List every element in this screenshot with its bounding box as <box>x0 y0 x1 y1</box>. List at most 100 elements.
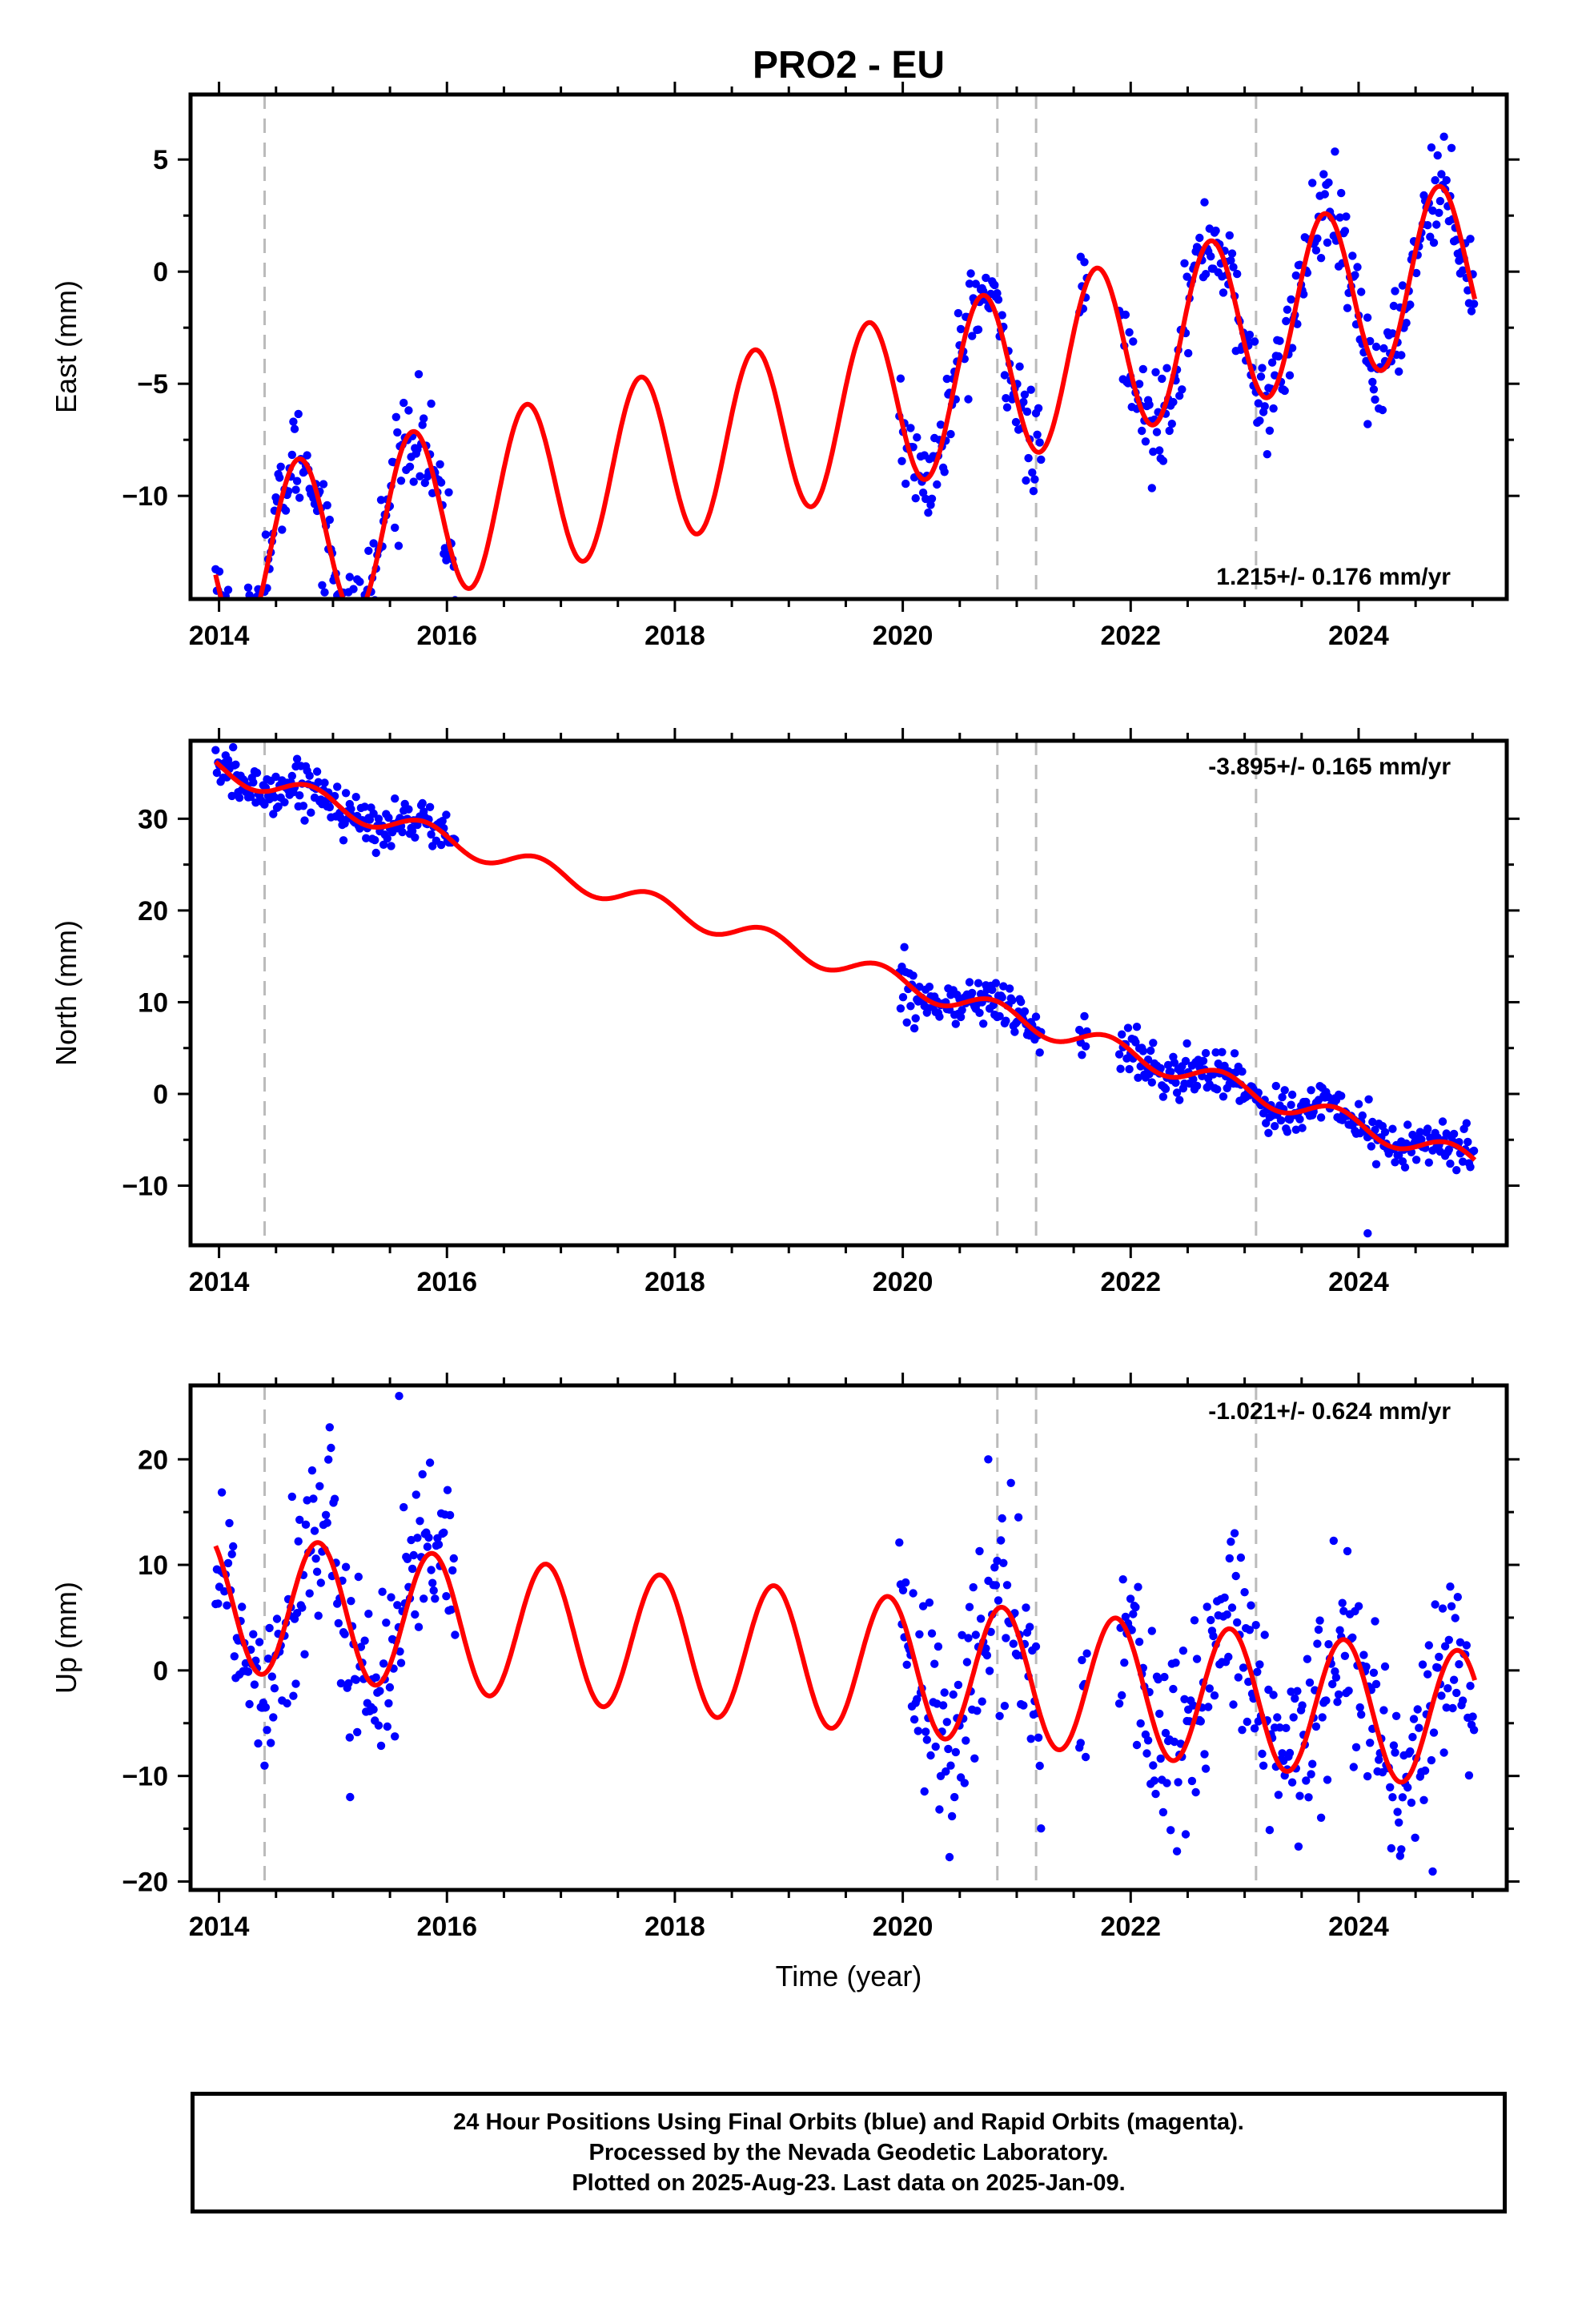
up-data-point-191 <box>451 1630 460 1639</box>
up-x-tick-label: 2024 <box>1328 1912 1389 1942</box>
east-data-point-31 <box>251 601 259 609</box>
north-data-point-277 <box>1002 1016 1010 1025</box>
east-x-tick-label: 2022 <box>1100 621 1161 651</box>
up-data-point-9 <box>223 1601 231 1610</box>
east-data-point-320 <box>1123 379 1133 388</box>
east-data-point-158 <box>409 477 418 486</box>
up-data-point-373 <box>1190 1616 1199 1625</box>
up-data-point-233 <box>946 1761 955 1770</box>
up-data-point-237 <box>951 1747 961 1757</box>
east-data-point-542 <box>1402 319 1411 328</box>
east-data-point-445 <box>1280 386 1289 396</box>
east-data-point-329 <box>1134 380 1144 388</box>
east-data-point-201 <box>906 424 915 432</box>
north-data-point-81 <box>312 767 322 776</box>
up-data-point-484 <box>1329 1536 1339 1546</box>
north-data-point-280 <box>1005 984 1014 993</box>
east-data-point-239 <box>954 308 963 318</box>
up-data-point-272 <box>995 1711 1004 1720</box>
up-data-point-582 <box>1452 1688 1461 1698</box>
east-data-point-567 <box>1433 151 1442 160</box>
east-data-point-363 <box>1178 385 1186 394</box>
north-data-point-33 <box>252 768 262 778</box>
east-data-point-396 <box>1219 288 1228 297</box>
east-data-point-382 <box>1201 270 1211 279</box>
up-data-point-119 <box>360 1636 369 1645</box>
east-data-point-494 <box>1342 212 1351 221</box>
up-data-point-34 <box>254 1739 263 1748</box>
up-data-point-579 <box>1448 1703 1457 1713</box>
up-data-point-91 <box>325 1423 334 1432</box>
up-data-point-425 <box>1255 1660 1264 1669</box>
up-data-point-465 <box>1305 1678 1315 1687</box>
up-data-point-307 <box>1076 1739 1086 1747</box>
up-data-point-98 <box>334 1618 343 1628</box>
up-data-point-82 <box>314 1611 323 1620</box>
north-data-point-332 <box>1138 1047 1148 1055</box>
up-data-point-537 <box>1395 1852 1405 1860</box>
up-data-point-440 <box>1274 1791 1283 1799</box>
east-data-point-310 <box>1080 258 1089 267</box>
east-data-point-454 <box>1291 271 1301 280</box>
north-data-point-289 <box>1017 997 1026 1007</box>
up-data-point-418 <box>1247 1601 1255 1610</box>
east-data-point-180 <box>436 478 446 487</box>
up-data-point-138 <box>384 1699 393 1708</box>
north-data-points <box>211 742 1479 1238</box>
east-data-point-146 <box>394 541 404 550</box>
east-data-point-105 <box>343 623 351 631</box>
up-data-point-158 <box>409 1550 418 1560</box>
up-data-point-100 <box>336 1679 346 1688</box>
up-data-point-555 <box>1418 1660 1427 1669</box>
up-data-point-456 <box>1294 1842 1303 1851</box>
up-data-point-217 <box>926 1751 935 1760</box>
east-data-point-562 <box>1427 143 1436 152</box>
up-data-point-345 <box>1155 1709 1164 1719</box>
north-data-point-359 <box>1172 1088 1182 1097</box>
north-x-tick-label: 2020 <box>873 1267 934 1297</box>
east-data-point-381 <box>1200 198 1209 207</box>
north-data-point-447 <box>1283 1128 1292 1136</box>
north-x-tick-label: 2014 <box>189 1267 250 1297</box>
east-data-point-304 <box>1035 438 1044 447</box>
up-data-point-71 <box>300 1650 309 1659</box>
up-data-point-313 <box>1114 1699 1124 1708</box>
east-data-point-276 <box>1000 371 1010 380</box>
up-data-point-365 <box>1180 1695 1189 1703</box>
east-data-point-36 <box>257 611 265 619</box>
up-data-point-46 <box>269 1713 278 1722</box>
up-data-point-80 <box>311 1554 320 1563</box>
east-data-point-460 <box>1299 290 1308 299</box>
north-data-point-30 <box>249 778 258 787</box>
up-data-point-264 <box>985 1667 994 1675</box>
north-data-point-339 <box>1147 1078 1157 1087</box>
up-data-point-375 <box>1192 1655 1202 1663</box>
up-data-point-495 <box>1343 1546 1352 1556</box>
up-data-point-327 <box>1132 1740 1142 1750</box>
up-data-point-583 <box>1453 1593 1463 1602</box>
up-data-point-385 <box>1205 1684 1215 1693</box>
up-data-point-304 <box>1035 1761 1044 1771</box>
north-data-point-577 <box>1446 1159 1455 1168</box>
up-data-point-356 <box>1169 1684 1178 1694</box>
north-y-tick-label: 10 <box>138 987 168 1018</box>
up-data-point-326 <box>1131 1602 1140 1612</box>
east-data-point-271 <box>994 296 1003 304</box>
north-data-point-308 <box>1078 1051 1086 1059</box>
east-data-point-479 <box>1323 238 1332 247</box>
up-data-point-351 <box>1162 1779 1171 1787</box>
east-data-point-261 <box>982 273 990 283</box>
east-data-point-447 <box>1283 305 1292 314</box>
up-data-point-39 <box>260 1761 269 1770</box>
north-data-point-304 <box>1035 1048 1044 1057</box>
up-data-point-534 <box>1391 1711 1401 1720</box>
north-frame <box>188 738 1509 1248</box>
north-data-point-242 <box>958 1006 966 1015</box>
east-data-point-285 <box>1011 417 1021 427</box>
up-data-point-189 <box>448 1566 457 1575</box>
east-data-point-6 <box>219 654 227 662</box>
up-data-point-92 <box>327 1443 335 1453</box>
east-data-point-150 <box>400 398 408 408</box>
east-data-point-193 <box>896 374 905 383</box>
